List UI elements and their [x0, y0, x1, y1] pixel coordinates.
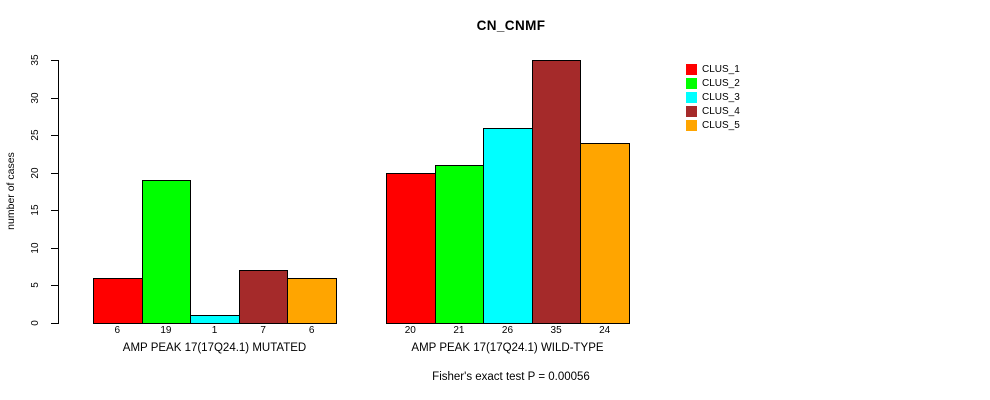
legend-swatch-icon: [686, 78, 697, 89]
y-tick: [51, 97, 58, 99]
bar-value-label: 20: [404, 325, 416, 336]
legend-item: CLUS_2: [686, 78, 740, 89]
y-tick: [51, 60, 58, 61]
y-tick: [51, 210, 58, 211]
y-axis-line: [58, 60, 59, 324]
group-label: AMP PEAK 17(17Q24.1) WILD-TYPE: [411, 342, 604, 354]
legend: CLUS_1 CLUS_2 CLUS_3 CLUS_4 CLUS_5: [686, 64, 740, 131]
y-tick: [51, 285, 58, 286]
legend-swatch-icon: [686, 92, 697, 103]
bar-value-label: 35: [550, 325, 562, 336]
y-tick: [51, 322, 58, 324]
y-tick-label: 35: [30, 54, 41, 66]
y-tick-label: 30: [30, 91, 41, 104]
legend-label: CLUS_4: [702, 106, 740, 117]
y-tick: [51, 247, 58, 249]
bar: [483, 127, 533, 324]
bar: [93, 277, 143, 324]
legend-item: CLUS_1: [686, 64, 740, 75]
legend-label: CLUS_1: [702, 64, 740, 75]
legend-label: CLUS_3: [702, 92, 740, 103]
bar: [434, 165, 485, 324]
y-tick-label: 25: [30, 129, 41, 141]
bar-value-label: 26: [501, 325, 514, 336]
bar: [190, 315, 240, 324]
bar-value-label: 7: [260, 325, 266, 336]
legend-item: CLUS_3: [686, 92, 740, 103]
bar-value-label: 24: [599, 325, 611, 336]
bar: [287, 277, 337, 324]
chart-title: CN_CNMF: [476, 18, 546, 33]
y-tick-label: 15: [30, 204, 41, 216]
bar-value-label: 19: [160, 325, 172, 336]
bar: [238, 270, 289, 324]
y-tick-label: 0: [30, 319, 41, 326]
legend-swatch-icon: [686, 106, 697, 117]
legend-item: CLUS_4: [686, 106, 740, 117]
bar-value-label: 21: [453, 325, 465, 336]
y-tick: [51, 172, 58, 174]
y-tick: [51, 135, 58, 136]
legend-label: CLUS_2: [702, 78, 740, 89]
bar: [386, 172, 436, 324]
y-tick-label: 5: [30, 282, 41, 288]
legend-swatch-icon: [686, 120, 697, 131]
bar-value-label: 6: [114, 325, 121, 336]
stat-annotation: Fisher's exact test P = 0.00056: [432, 371, 590, 383]
bar: [531, 60, 582, 324]
legend-swatch-icon: [686, 64, 697, 75]
y-tick-label: 20: [30, 166, 41, 179]
legend-item: CLUS_5: [686, 120, 740, 131]
bar: [141, 180, 192, 324]
legend-label: CLUS_5: [702, 120, 740, 131]
group-label: AMP PEAK 17(17Q24.1) MUTATED: [122, 342, 307, 354]
bar: [580, 142, 630, 324]
bar-value-label: 6: [308, 325, 315, 336]
bar-value-label: 1: [211, 325, 218, 336]
y-tick-label: 10: [30, 241, 41, 254]
